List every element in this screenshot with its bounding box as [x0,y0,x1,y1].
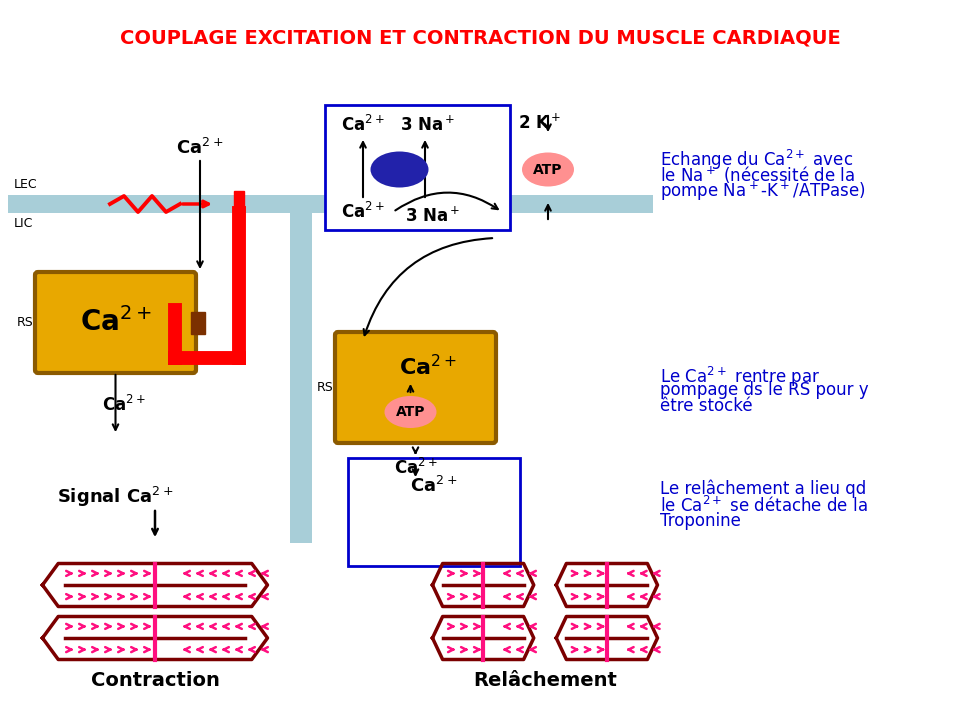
Text: RS: RS [17,316,34,329]
Ellipse shape [371,151,428,187]
Bar [325,105,510,230]
Text: ATP: ATP [396,405,425,419]
Text: 3 Na$^+$: 3 Na$^+$ [400,115,455,135]
Ellipse shape [385,396,437,428]
Text: Le relâchement a lieu qd: Le relâchement a lieu qd [660,480,866,498]
Text: Ca$^{2+}$: Ca$^{2+}$ [341,115,385,135]
Text: LIC: LIC [14,217,34,230]
Text: Ca$^{2+}$: Ca$^{2+}$ [80,307,152,338]
FancyBboxPatch shape [335,332,496,443]
Text: 3 Na$^+$: 3 Na$^+$ [405,207,461,225]
Bar [234,191,244,217]
Text: Relâchement: Relâchement [473,670,617,690]
Ellipse shape [522,153,574,186]
Text: le Na$^+$ (nécessité de la: le Na$^+$ (nécessité de la [660,164,855,185]
Text: pompe Na$^+$-K$^+$/ATPase): pompe Na$^+$-K$^+$/ATPase) [660,180,866,203]
Text: Troponine: Troponine [660,512,741,530]
Bar [8,195,653,213]
Bar [348,458,520,566]
Text: être stocké: être stocké [660,397,753,415]
Text: pompage ds le RS pour y: pompage ds le RS pour y [660,381,869,399]
Text: Ca$^{2+}$: Ca$^{2+}$ [398,354,456,379]
Text: Signal Ca$^{2+}$: Signal Ca$^{2+}$ [57,485,174,509]
Text: Echange du Ca$^{2+}$ avec: Echange du Ca$^{2+}$ avec [660,148,853,172]
Text: ATP: ATP [533,163,563,176]
Text: RS: RS [317,381,334,394]
Text: Le Ca$^{2+}$ rentre par: Le Ca$^{2+}$ rentre par [660,365,820,389]
Text: 2 K$^+$: 2 K$^+$ [518,113,562,132]
Text: Ca$^{2+}$: Ca$^{2+}$ [410,476,458,496]
Bar [290,213,312,543]
Text: Ca$^{2+}$: Ca$^{2+}$ [394,458,438,478]
Text: le Ca$^{2+}$ se détache de la: le Ca$^{2+}$ se détache de la [660,496,868,516]
Text: COUPLAGE EXCITATION ET CONTRACTION DU MUSCLE CARDIAQUE: COUPLAGE EXCITATION ET CONTRACTION DU MU… [120,28,840,47]
Text: Ca$^{2+}$: Ca$^{2+}$ [102,395,145,415]
Text: LEC: LEC [14,178,37,191]
Bar [191,312,205,333]
Text: Ca$^{2+}$: Ca$^{2+}$ [341,202,385,222]
Text: Ca$^{2+}$: Ca$^{2+}$ [177,138,224,158]
Text: Contraction: Contraction [90,670,220,690]
FancyBboxPatch shape [35,272,196,373]
